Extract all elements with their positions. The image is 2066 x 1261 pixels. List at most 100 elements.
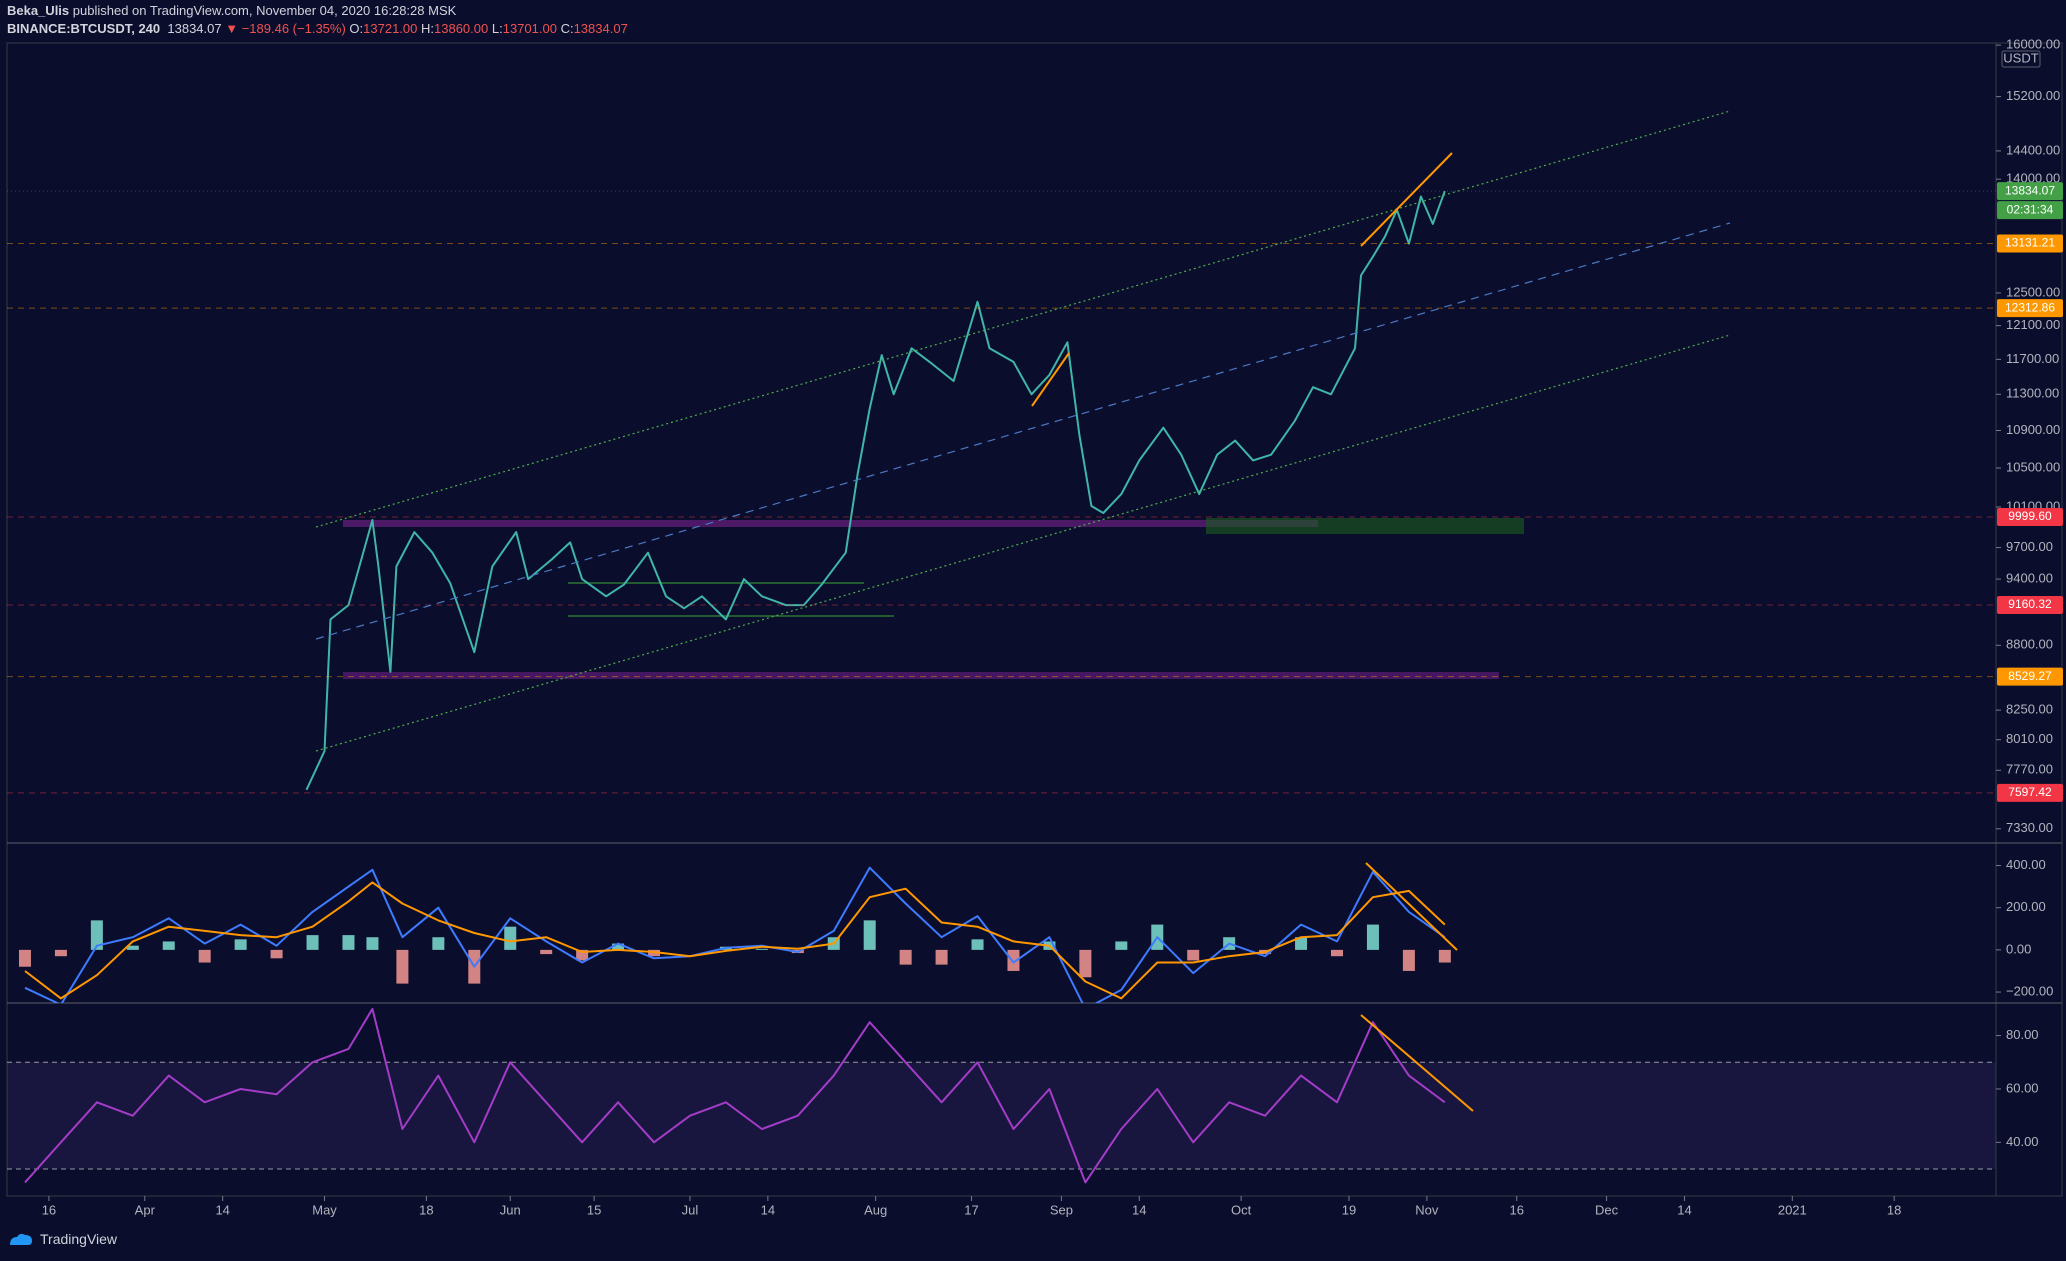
histogram-bar: [1007, 949, 1020, 971]
price-tag: [1997, 182, 2063, 201]
y-tick-label: 14400.00: [2006, 142, 2060, 157]
x-tick-label: 19: [1342, 1202, 1356, 1217]
price-tag-label: 9999.60: [2008, 509, 2052, 523]
divergence-line: [1365, 862, 1458, 951]
histogram-bar: [162, 941, 175, 950]
y-tick-label: −200.00: [2006, 983, 2053, 998]
x-tick-label: May: [312, 1202, 337, 1217]
price-tag: [1997, 667, 2063, 686]
x-tick-label: Dec: [1595, 1202, 1619, 1217]
price-tag: [1997, 783, 2063, 802]
histogram-bar: [90, 920, 103, 950]
ohlc-value: 13701.00: [502, 21, 557, 36]
y-tick-label: 15200.00: [2006, 88, 2060, 103]
chart-frame: [6, 42, 2063, 1197]
price-tag-label: 8529.27: [2008, 669, 2052, 683]
histogram-bar: [1438, 949, 1451, 963]
trend-line: [1031, 352, 1070, 407]
price-tag-label: 13834.07: [2005, 183, 2055, 197]
pane: [18, 866, 1451, 1003]
price-axis: 80.00 60.00 40.00 16 Apr 14 May 18 Jun 15 Jul 14 Aug…: [42, 1027, 2039, 1217]
histogram-bar: [342, 935, 355, 950]
series-line: [24, 1007, 1446, 1184]
histogram-bar: [1402, 949, 1415, 971]
pane: [7, 190, 1996, 794]
unit-box: [2001, 50, 2041, 68]
histogram-bar: [1295, 937, 1308, 950]
last-price: 13834.07: [167, 21, 222, 36]
histogram-bar: [612, 943, 625, 950]
header-line-2: BINANCE:BTCUSDT, 240 13834.07 ▼ −189.46 …: [7, 21, 628, 36]
x-tick-label: 16: [42, 1202, 56, 1217]
y-tick-label: 80.00: [2006, 1027, 2039, 1042]
y-tick-label: 400.00: [2006, 857, 2046, 872]
price-axis: 16000.00 15200.00 14400.00 14000.00 12500.00…: [1996, 37, 2063, 835]
y-tick-label: 0.00: [2006, 941, 2031, 956]
countdown-tag: [1997, 201, 2063, 220]
histogram-bar: [899, 949, 912, 965]
rsi-band: [7, 1062, 1996, 1170]
series-line: [24, 866, 1446, 1003]
drawings: [315, 110, 1731, 1112]
unit-label: USDT: [2003, 50, 2038, 65]
y-tick-label: 40.00: [2006, 1134, 2039, 1149]
y-tick-label: 10500.00: [2006, 459, 2060, 474]
histogram-bar: [576, 949, 589, 961]
y-tick-label: 12500.00: [2006, 284, 2060, 299]
histogram-bar: [126, 945, 139, 950]
histogram-bar: [935, 949, 948, 965]
price-tag: [1997, 508, 2063, 527]
x-tick-label: 17: [964, 1202, 978, 1217]
footer: TradingView: [8, 1231, 117, 1247]
histogram-bar: [366, 937, 379, 950]
histogram-bar: [971, 939, 984, 950]
y-tick-label: 10900.00: [2006, 422, 2060, 437]
histogram-bar: [432, 937, 445, 950]
ohlc-value: 13860.00: [434, 21, 489, 36]
x-tick-label: Sep: [1050, 1202, 1073, 1217]
y-tick-label: 16000.00: [2006, 37, 2060, 52]
histogram-bar: [540, 949, 553, 955]
x-tick-label: 15: [587, 1202, 601, 1217]
symbol: BINANCE:BTCUSDT, 240: [7, 21, 161, 36]
series-line: [305, 190, 1446, 791]
countdown-label: 02:31:34: [2007, 202, 2054, 216]
histogram-bar: [1187, 949, 1200, 961]
histogram-bar: [648, 949, 661, 957]
y-tick-label: 12100.00: [2006, 317, 2060, 332]
price-tag: [1997, 299, 2063, 318]
support-zone: [343, 520, 1318, 527]
histogram-bar: [396, 949, 409, 984]
histogram-bar: [18, 949, 31, 967]
histogram-bar: [54, 949, 67, 957]
x-tick-label: Nov: [1415, 1202, 1439, 1217]
pane: [7, 1007, 1996, 1184]
price-tag: [1997, 234, 2063, 253]
channel-upper: [315, 110, 1731, 528]
y-tick-label: 8800.00: [2006, 637, 2053, 652]
x-tick-label: Apr: [135, 1202, 156, 1217]
published: published on TradingView.com, November 0…: [72, 3, 457, 18]
y-tick-label: 60.00: [2006, 1080, 2039, 1095]
histogram-bar: [1079, 949, 1092, 978]
brand: TradingView: [40, 1231, 118, 1247]
ohlc-key: H:: [421, 21, 435, 36]
y-tick-label: 8010.00: [2006, 731, 2053, 746]
histogram-bar: [863, 920, 876, 950]
author: Beka_Ulis: [7, 3, 70, 18]
price-tag-label: 12312.86: [2005, 300, 2055, 314]
trend-line: [1360, 152, 1453, 247]
price-tag-label: 7597.42: [2008, 785, 2052, 799]
y-tick-label: 9400.00: [2006, 571, 2053, 586]
header-line-1: Beka_Ulis published on TradingView.com, …: [7, 3, 456, 18]
histogram-bar: [270, 949, 283, 959]
x-tick-label: Aug: [864, 1202, 887, 1217]
price-tag-label: 13131.21: [2005, 236, 2055, 250]
x-tick-label: 16: [1509, 1202, 1523, 1217]
divergence-line: [1360, 1014, 1474, 1112]
x-tick-label: Jul: [682, 1202, 699, 1217]
histogram-bar: [198, 949, 211, 963]
logo: [10, 1233, 32, 1245]
